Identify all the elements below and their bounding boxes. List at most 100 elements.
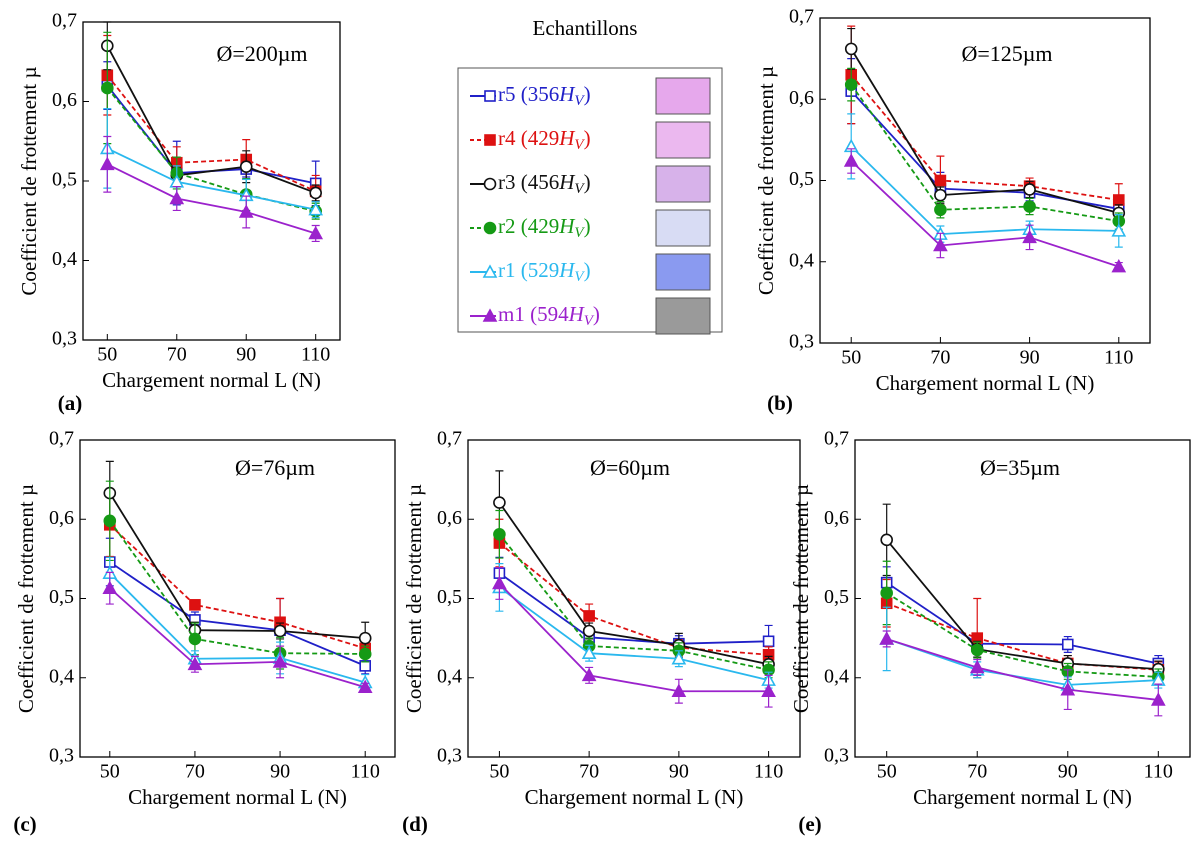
series-line	[106, 45, 317, 194]
marker	[1150, 692, 1166, 706]
y-tick-label: 0,6	[789, 87, 814, 109]
x-tick-label: 50	[841, 347, 861, 369]
sample-swatches	[655, 77, 711, 335]
marker	[103, 514, 117, 528]
legend-label-part: r5 (356	[498, 82, 559, 106]
legend-label-part: V	[574, 181, 585, 197]
marker	[357, 679, 373, 694]
x-tick-label: 50	[877, 761, 897, 783]
y-tick-label: 0,7	[789, 6, 814, 28]
x-tick-label: 50	[100, 761, 120, 783]
marker	[272, 654, 288, 668]
legend-label-part: V	[574, 93, 585, 109]
series-line	[850, 84, 1119, 223]
series-line	[106, 74, 317, 193]
panel-label: (a)	[58, 391, 83, 415]
y-tick-label: 0,3	[824, 745, 849, 767]
y-tick-label: 0,4	[437, 665, 462, 687]
x-tick-label: 110	[301, 344, 330, 366]
x-tick-label: 70	[185, 761, 205, 783]
legend-label: r4 (429HV)	[498, 126, 591, 154]
panel-label: (d)	[402, 812, 428, 836]
legend-label-part: )	[593, 302, 600, 326]
marker	[101, 81, 114, 95]
series-line	[109, 587, 366, 689]
x-tick-label: 90	[1020, 347, 1040, 369]
marker	[1023, 200, 1036, 213]
series-line	[106, 87, 316, 213]
series-line	[850, 90, 1119, 210]
series-line	[106, 147, 316, 211]
series-line	[498, 502, 769, 666]
legend-label-part: )	[584, 126, 591, 150]
series-line	[109, 572, 366, 684]
x-axis-label: Chargement normal L (N)	[102, 368, 321, 392]
legend-label-part: )	[584, 170, 591, 194]
series-line	[498, 542, 769, 656]
marker	[308, 225, 324, 240]
marker	[493, 528, 506, 541]
marker	[482, 264, 498, 278]
marker	[671, 651, 687, 665]
series-line	[850, 74, 1119, 201]
marker	[934, 203, 947, 217]
marker	[934, 188, 947, 202]
y-tick-label: 0,3	[437, 745, 462, 767]
plot-frame	[854, 439, 1191, 758]
marker	[482, 308, 498, 322]
legend-label-part: V	[574, 137, 585, 153]
y-tick-label: 0,4	[824, 665, 849, 687]
marker	[169, 190, 185, 205]
legend-label: r2 (429HV)	[498, 214, 591, 242]
marker	[761, 683, 776, 698]
legend-label-part: H	[558, 170, 576, 194]
marker	[483, 177, 497, 191]
x-tick-label: 70	[167, 344, 187, 366]
marker	[762, 635, 775, 648]
marker	[1112, 194, 1125, 206]
series-line	[106, 85, 316, 185]
marker	[484, 90, 496, 102]
x-axis-label: Chargement normal L (N)	[876, 371, 1095, 395]
marker	[358, 631, 372, 645]
x-tick-label: 70	[930, 347, 950, 369]
x-axis-label: Chargement normal L (N)	[128, 785, 347, 809]
plot-frame	[79, 439, 396, 758]
marker	[933, 237, 948, 252]
series-line	[498, 582, 769, 693]
marker	[483, 221, 497, 235]
y-tick-label: 0,7	[437, 428, 462, 450]
x-tick-label: 110	[1144, 761, 1173, 783]
series-line	[109, 520, 366, 655]
marker	[970, 643, 984, 657]
marker	[581, 645, 597, 659]
marker	[1111, 258, 1127, 273]
y-tick-label: 0,5	[824, 586, 849, 608]
legend-label: r3 (456HV)	[498, 170, 591, 198]
marker	[492, 575, 507, 590]
series-line	[850, 48, 1120, 214]
series-line	[106, 163, 316, 235]
panel-label: (b)	[767, 391, 793, 415]
marker	[273, 624, 287, 638]
marker	[187, 656, 203, 671]
plot-frame	[819, 17, 1151, 344]
x-tick-label: 110	[754, 761, 783, 783]
legend-label: r5 (356HV)	[498, 82, 591, 110]
y-tick-label: 0,4	[49, 665, 74, 687]
y-tick-label: 0,6	[49, 507, 74, 529]
series-line	[109, 492, 366, 640]
chart-title: Ø=125µm	[961, 41, 1052, 66]
y-tick-label: 0,6	[824, 507, 849, 529]
legend-label-part: r3 (456	[498, 170, 559, 194]
marker	[1111, 223, 1127, 237]
series-line	[886, 638, 1159, 686]
series-line	[498, 572, 769, 645]
marker	[239, 160, 253, 173]
marker	[484, 134, 496, 146]
marker	[843, 153, 859, 167]
chart-title: Ø=60µm	[590, 455, 670, 480]
legend-label-part: r2 (429	[498, 214, 559, 238]
marker	[493, 496, 506, 509]
y-tick-label: 0,7	[49, 428, 74, 450]
